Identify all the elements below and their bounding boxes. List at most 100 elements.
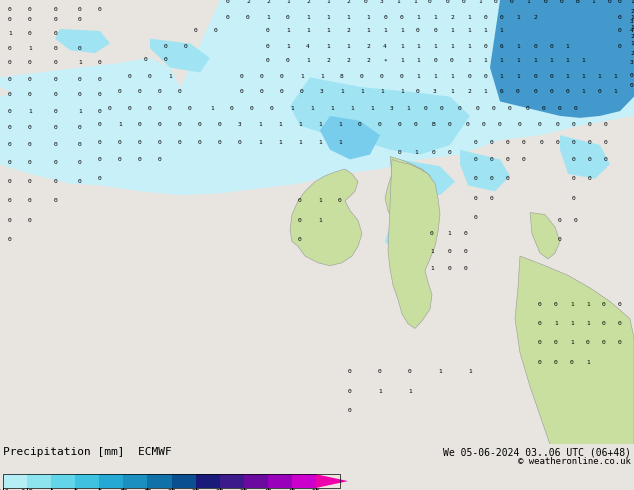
Text: 0: 0 — [522, 157, 526, 162]
Text: 0: 0 — [490, 157, 494, 162]
Text: 1: 1 — [430, 249, 434, 254]
Text: 1: 1 — [306, 15, 310, 20]
Text: 0: 0 — [464, 266, 468, 271]
Text: 0: 0 — [158, 122, 162, 127]
Text: 2: 2 — [246, 0, 250, 4]
Text: 1: 1 — [340, 89, 344, 94]
Text: 2: 2 — [630, 9, 634, 14]
Text: 0: 0 — [506, 157, 510, 162]
Text: 0: 0 — [98, 176, 102, 181]
Text: 1: 1 — [499, 74, 503, 79]
Text: Precipitation [mm]  ECMWF: Precipitation [mm] ECMWF — [3, 447, 172, 457]
Text: 0: 0 — [28, 143, 32, 147]
Text: 0: 0 — [338, 198, 342, 203]
Bar — [124, 474, 148, 488]
Text: 1: 1 — [286, 28, 290, 33]
Text: 0: 0 — [558, 106, 562, 111]
Text: 2: 2 — [306, 0, 310, 4]
Text: 0: 0 — [533, 44, 537, 49]
Text: 0: 0 — [28, 77, 32, 82]
Text: 40: 40 — [263, 489, 272, 490]
Bar — [292, 474, 316, 488]
Polygon shape — [530, 213, 560, 259]
Text: 0: 0 — [53, 109, 57, 114]
Text: 0: 0 — [483, 44, 487, 49]
Text: 1: 1 — [549, 58, 553, 63]
Text: 1: 1 — [330, 106, 334, 111]
Text: 0: 0 — [98, 92, 102, 97]
Text: 0: 0 — [574, 106, 578, 111]
Text: 0: 0 — [286, 58, 290, 63]
Text: 0: 0 — [549, 89, 553, 94]
Text: 2: 2 — [266, 0, 270, 4]
Text: 0: 0 — [538, 122, 542, 127]
Text: 1: 1 — [298, 140, 302, 145]
Text: 0: 0 — [78, 92, 82, 97]
Text: 0: 0 — [522, 140, 526, 145]
Text: 1: 1 — [378, 389, 382, 394]
Text: 1: 1 — [478, 0, 482, 4]
Text: 0: 0 — [549, 74, 553, 79]
Text: 0: 0 — [78, 7, 82, 12]
Text: 0: 0 — [138, 122, 142, 127]
Text: 4: 4 — [306, 44, 310, 49]
Text: B: B — [431, 122, 435, 127]
Text: 0: 0 — [461, 0, 465, 4]
Text: 1: 1 — [516, 44, 520, 49]
Text: 0: 0 — [138, 89, 142, 94]
Text: 1: 1 — [581, 89, 585, 94]
Text: 0: 0 — [571, 157, 575, 162]
Text: 0: 0 — [143, 57, 147, 62]
Text: 1: 1 — [326, 15, 330, 20]
Text: 0: 0 — [198, 140, 202, 145]
Text: 1: 1 — [450, 44, 454, 49]
Text: 1: 1 — [533, 58, 537, 63]
Text: 0: 0 — [260, 74, 264, 79]
Text: 10: 10 — [119, 489, 127, 490]
Text: 0: 0 — [618, 15, 622, 20]
Text: 0: 0 — [183, 44, 187, 49]
Text: 0: 0 — [188, 106, 192, 111]
Text: 1: 1 — [565, 44, 569, 49]
Text: 0: 0 — [538, 360, 542, 365]
Text: 0: 0 — [473, 157, 477, 162]
Text: 2: 2 — [630, 34, 634, 39]
Text: 0: 0 — [53, 77, 57, 82]
Text: 1: 1 — [338, 140, 342, 145]
Text: 1: 1 — [258, 122, 262, 127]
Text: 8: 8 — [340, 74, 344, 79]
Bar — [148, 474, 172, 488]
Text: 1: 1 — [49, 489, 53, 490]
Text: 1: 1 — [570, 341, 574, 345]
Text: 0: 0 — [541, 106, 545, 111]
Text: 0: 0 — [510, 0, 514, 4]
Text: 0: 0 — [618, 28, 622, 33]
Text: 1: 1 — [483, 58, 487, 63]
Text: 1: 1 — [78, 109, 82, 114]
Text: 30: 30 — [216, 489, 224, 490]
Text: 0: 0 — [280, 74, 284, 79]
Text: 0: 0 — [358, 122, 362, 127]
Text: 0: 0 — [138, 157, 142, 162]
Text: 0: 0 — [298, 198, 302, 203]
Bar — [51, 474, 75, 488]
Text: 0: 0 — [475, 106, 479, 111]
Text: 1: 1 — [483, 28, 487, 33]
Text: 0: 0 — [398, 150, 402, 155]
Text: 0: 0 — [118, 140, 122, 145]
Text: 0: 0 — [473, 176, 477, 181]
Text: 0: 0 — [53, 60, 57, 65]
Text: 0: 0 — [158, 157, 162, 162]
Text: 0: 0 — [630, 82, 634, 88]
Text: 1: 1 — [565, 58, 569, 63]
Text: 1: 1 — [450, 89, 454, 94]
Text: 0: 0 — [571, 122, 575, 127]
Text: 0: 0 — [499, 15, 503, 20]
Text: 0: 0 — [8, 160, 12, 165]
Text: 0: 0 — [300, 89, 304, 94]
Text: 0: 0 — [492, 106, 496, 111]
Text: 0: 0 — [630, 73, 634, 78]
Text: 0: 0 — [198, 122, 202, 127]
Text: 0: 0 — [380, 74, 384, 79]
Text: 1: 1 — [318, 218, 322, 223]
